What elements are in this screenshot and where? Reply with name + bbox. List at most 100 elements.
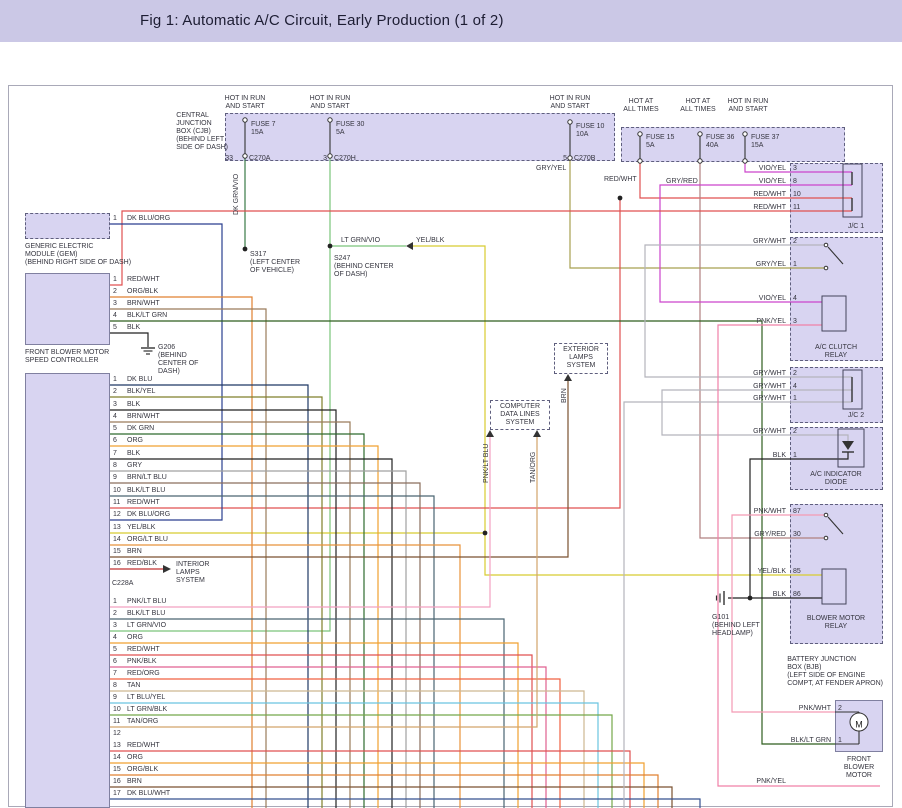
jc1-pins-num-10: 10: [793, 191, 801, 198]
connector-b-pins-num-12: 12: [113, 730, 121, 737]
c270h-pin: 3: [323, 155, 327, 162]
ac-clutch-relay-pins-num-2: 2: [793, 238, 797, 245]
speed-controller-pins-num-2: 2: [113, 288, 117, 295]
gem-label: GENERIC ELECTRIC MODULE (GEM) (BEHIND RI…: [25, 243, 132, 267]
gry-red-wire-label: GRY/RED: [666, 178, 698, 185]
connector-a-pins-wire-label-15: RED/BLK: [127, 560, 157, 567]
connector-a-pins-num-10: 10: [113, 487, 121, 494]
connector-b-pins-num-7: 7: [113, 670, 117, 677]
connector-b-pins-num-14: 14: [113, 754, 121, 761]
connector-a-pins-wire-label-4: DK GRN: [127, 425, 155, 432]
connector-a-pins-wire-label-7: GRY: [127, 462, 143, 469]
feed-label-3: HOT IN RUN AND START: [549, 95, 591, 111]
gem-pins-wire-label-0: DK BLU/ORG: [127, 215, 171, 222]
connector-a-pins-num-6: 6: [113, 437, 117, 444]
front-blower-motor-pins-wire-label-1: BLK/LT GRN: [790, 737, 831, 744]
connector-a-pins-num-15: 15: [113, 548, 121, 555]
connector-b-pins-num-17: 17: [113, 790, 121, 797]
connector-a-pins-num-11: 11: [113, 499, 121, 506]
connector-b-pins-wire-label-1: BLK/LT BLU: [127, 610, 166, 617]
connector-b-pins-wire-label-10: TAN/ORG: [127, 718, 159, 725]
speed-controller-pins-wire-label-3: BLK/LT GRN: [127, 312, 168, 319]
speed-controller-box: [25, 273, 110, 345]
connector-a-pins-num-12: 12: [113, 511, 121, 518]
connector-b-pins-num-1: 1: [113, 598, 117, 605]
connector-b-pins-wire-label-9: LT GRN/BLK: [127, 706, 168, 713]
connector-b-pins-num-8: 8: [113, 682, 117, 689]
blower-motor-relay-pins-num-87: 87: [793, 508, 801, 515]
connector-a-pins-num-4: 4: [113, 413, 117, 420]
blower-motor-relay-pins-wire-label-0: PNK/WHT: [753, 508, 786, 515]
c270a-pin: 33: [225, 155, 233, 162]
jc2-pins-wire-label-1: GRY/WHT: [753, 383, 786, 390]
ac-clutch-relay-label: A/C CLUTCH RELAY: [814, 344, 858, 360]
dk-grn-vio-wire-label: DK GRN/VIO: [233, 173, 240, 215]
ac-clutch-relay-pins-num-1: 1: [793, 261, 797, 268]
jc2-label: J/C 2: [847, 412, 865, 419]
ac-indicator-diode-pins-wire-label-0: GRY/WHT: [753, 428, 786, 435]
jc2-pins-num-2: 2: [793, 370, 797, 377]
blower-motor-relay-pins-wire-label-3: BLK: [772, 591, 786, 598]
connector-a-pins-wire-label-10: RED/WHT: [127, 499, 160, 506]
c270a-label: C270A: [249, 155, 271, 162]
connector-a-pins-wire-label-11: DK BLU/ORG: [127, 511, 171, 518]
jc1-pins-num-3: 3: [793, 165, 797, 172]
bjb-label: BATTERY JUNCTION BOX (BJB) (LEFT SIDE OF…: [787, 656, 883, 688]
connector-a-pins-num-16: 16: [113, 560, 121, 567]
exterior-lamps-label: EXTERIOR LAMPS SYSTEM: [563, 346, 599, 370]
fuse30-label: FUSE 30 5A: [336, 121, 365, 137]
front-blower-motor-pins-wire-label-0: PNK/WHT: [798, 705, 831, 712]
speed-controller-label: FRONT BLOWER MOTOR SPEED CONTROLLER: [25, 349, 110, 365]
connector-b-pins-wire-label-7: TAN: [127, 682, 141, 689]
connector-b-pins-num-2: 2: [113, 610, 117, 617]
ac-indicator-diode-pins-num-2: 2: [793, 428, 797, 435]
speed-controller-pins-num-3: 3: [113, 300, 117, 307]
connector-a-pins-wire-label-12: YEL/BLK: [127, 524, 156, 531]
yel-blk-wire-label: YEL/BLK: [416, 237, 445, 244]
fuse37-label: FUSE 37 15A: [751, 134, 780, 150]
blower-motor-relay-label: BLOWER MOTOR RELAY: [806, 615, 866, 631]
speed-controller-pins-wire-label-2: BRN/WHT: [127, 300, 160, 307]
connector-b-pins-wire-label-15: BRN: [127, 778, 142, 785]
s247-label: S247 (BEHIND CENTER OF DASH): [334, 255, 394, 279]
cjb-fuse-box: [225, 113, 615, 161]
connector-b-pins-wire-label-13: ORG: [127, 754, 143, 761]
blower-motor-relay-pins-num-85: 85: [793, 568, 801, 575]
speed-controller-pins-wire-label-4: BLK: [127, 324, 141, 331]
front-blower-motor-pins-num-2: 2: [838, 705, 842, 712]
connector-a-pins-wire-label-5: ORG: [127, 437, 143, 444]
main-connector-box: [25, 373, 110, 808]
gry-yel-wire-label: GRY/YEL: [536, 165, 567, 172]
figure-title: Fig 1: Automatic A/C Circuit, Early Prod…: [140, 12, 504, 29]
ac-clutch-relay-pins-num-4: 4: [793, 295, 797, 302]
connector-b-pins-num-16: 16: [113, 778, 121, 785]
connector-b-pins-num-6: 6: [113, 658, 117, 665]
speed-controller-pins-num-4: 4: [113, 312, 117, 319]
bjb-fuse-box: [621, 127, 845, 162]
connector-a-pins-wire-label-8: BRN/LT BLU: [127, 474, 167, 481]
computer-data-label: COMPUTER DATA LINES SYSTEM: [499, 403, 541, 427]
speed-controller-pins-wire-label-0: RED/WHT: [127, 276, 160, 283]
c270b-pin: 5: [563, 155, 567, 162]
connector-b-pins-num-15: 15: [113, 766, 121, 773]
connector-b-pins-wire-label-14: ORG/BLK: [127, 766, 159, 773]
connector-a-pins-num-3: 3: [113, 401, 117, 408]
figure-title-bar: Fig 1: Automatic A/C Circuit, Early Prod…: [0, 0, 902, 42]
connector-a-pins-wire-label-0: DK BLU: [127, 376, 153, 383]
ac-indicator-diode-pins-num-1: 1: [793, 452, 797, 459]
connector-a-pins-num-13: 13: [113, 524, 121, 531]
ac-clutch-relay-pins-wire-label-1: GRY/YEL: [755, 261, 786, 268]
fuse7-label: FUSE 7 15A: [251, 121, 276, 137]
feed-label-1: HOT IN RUN AND START: [224, 95, 266, 111]
feed-label-6: HOT IN RUN AND START: [727, 98, 769, 114]
ac-clutch-relay-pins-wire-label-0: GRY/WHT: [753, 238, 786, 245]
fuse10-label: FUSE 10 10A: [576, 123, 605, 139]
connector-a-pins-num-9: 9: [113, 474, 117, 481]
connector-a-pins-wire-label-2: BLK: [127, 401, 141, 408]
connector-b-pins-wire-label-8: LT BLU/YEL: [127, 694, 166, 701]
connector-a-pins-wire-label-1: BLK/YEL: [127, 388, 156, 395]
ac-indicator-diode-pins-wire-label-1: BLK: [772, 452, 786, 459]
connector-b-pins-num-10: 10: [113, 706, 121, 713]
